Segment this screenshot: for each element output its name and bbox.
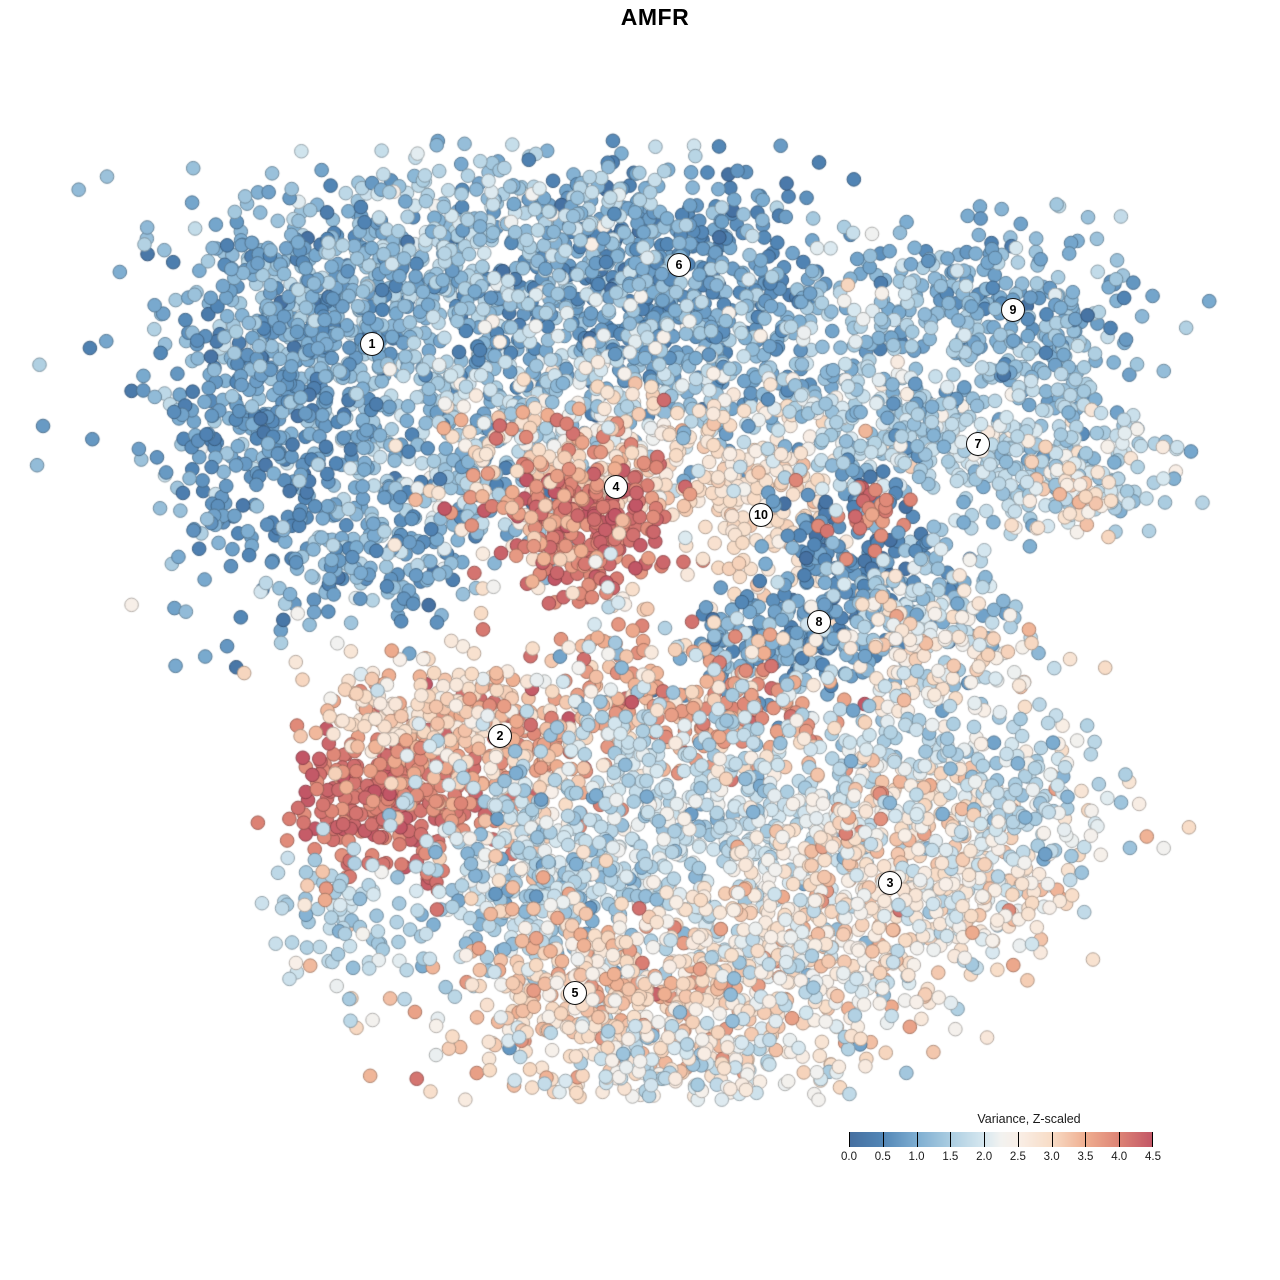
cluster-label-9: 9 <box>1001 298 1025 322</box>
legend-tick-mark <box>1017 1132 1019 1147</box>
cluster-label-3: 3 <box>878 871 902 895</box>
legend-tick-label: 3.5 <box>1077 1151 1094 1163</box>
cluster-label-7: 7 <box>966 432 990 456</box>
legend-tick-mark <box>916 1132 918 1147</box>
legend-tick-label: 4.0 <box>1111 1151 1128 1163</box>
legend-tick-label: 4.5 <box>1145 1151 1161 1163</box>
legend-tick-mark <box>1051 1132 1053 1147</box>
legend-tick-label: 2.0 <box>976 1151 993 1163</box>
legend-tick-label: 3.0 <box>1043 1151 1060 1163</box>
cluster-label-1: 1 <box>360 332 384 356</box>
legend-tick-mark <box>1119 1132 1121 1147</box>
cluster-label-6: 6 <box>667 253 691 277</box>
legend-tick-label: 0.0 <box>841 1151 857 1163</box>
legend-tick-label: 2.5 <box>1009 1151 1026 1163</box>
cluster-label-10: 10 <box>749 503 773 527</box>
legend-tick-label: 1.0 <box>908 1151 925 1163</box>
legend-tick-mark <box>1085 1132 1087 1147</box>
legend-colorbar <box>849 1132 1153 1147</box>
legend: Variance, Z-scaled 0.0 0.5 1.0 1.5 2.0 2.5 3.0… <box>841 1112 1161 1167</box>
legend-tick-mark <box>882 1132 884 1147</box>
legend-tick-mark <box>950 1132 952 1147</box>
legend-tick-label: 0.5 <box>874 1151 891 1163</box>
legend-tick-mark <box>1152 1132 1153 1147</box>
cluster-label-4: 4 <box>604 475 628 499</box>
legend-tick-label: 1.5 <box>942 1151 959 1163</box>
legend-tick-mark <box>984 1132 986 1147</box>
legend-tick-labels: 0.0 0.5 1.0 1.5 2.0 2.5 3.0 3.5 4.0 4.5 <box>841 1151 1161 1167</box>
legend-title: Variance, Z-scaled <box>977 1112 1081 1126</box>
cluster-label-8: 8 <box>807 610 831 634</box>
cluster-label-5: 5 <box>563 981 587 1005</box>
cluster-label-2: 2 <box>488 724 512 748</box>
legend-tick-mark <box>849 1132 850 1147</box>
